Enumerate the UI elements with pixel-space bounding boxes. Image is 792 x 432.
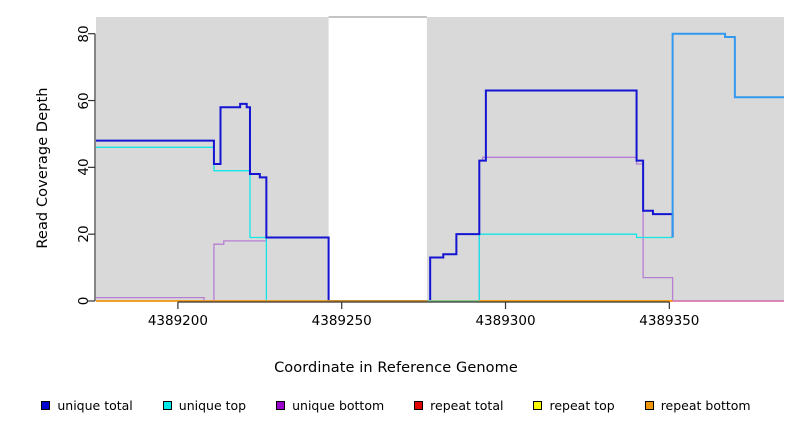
legend-swatch-icon <box>276 401 286 410</box>
legend-item-repeat-bottom: repeat bottom <box>644 398 751 413</box>
legend-swatch-icon <box>533 401 543 410</box>
y-tick-label: 20 <box>76 225 92 243</box>
legend-item-unique-total: unique total <box>41 398 133 413</box>
legend-item-unique-top: unique top <box>162 398 247 413</box>
legend-swatch-icon <box>41 401 51 410</box>
x-tick-label: 4389350 <box>639 313 700 329</box>
legend-swatch-icon <box>162 401 172 410</box>
series-layer <box>96 32 784 302</box>
plot-panel-background <box>96 16 784 301</box>
legend-label: unique top <box>178 398 247 413</box>
y-tick-label: 40 <box>76 158 92 176</box>
x-tick-label: 4389300 <box>475 313 536 329</box>
y-tick-label: 80 <box>76 25 92 43</box>
legend-item-repeat-total: repeat total <box>414 398 503 413</box>
chart-legend: unique total unique top unique bottom repea… <box>0 398 792 413</box>
x-tick-label: 4389250 <box>311 313 372 329</box>
panel-left-shade <box>96 17 329 301</box>
panel-right-shade <box>426 17 784 301</box>
legend-label: unique total <box>57 398 133 413</box>
y-tick-label: 0 <box>76 296 92 306</box>
legend-item-unique-bottom: unique bottom <box>276 398 384 413</box>
legend-label: repeat total <box>430 398 504 413</box>
legend-label: repeat top <box>549 398 615 413</box>
series-repeat-total-high-region <box>671 32 784 238</box>
legend-swatch-icon <box>644 401 654 410</box>
legend-label: repeat bottom <box>660 398 751 413</box>
axis-layer <box>88 33 670 309</box>
legend-swatch-icon <box>414 401 424 410</box>
x-tick-label: 4389200 <box>147 313 208 329</box>
legend-label: unique bottom <box>292 398 385 413</box>
x-axis-title: Coordinate in Reference Genome <box>274 360 518 376</box>
y-tick-label: 60 <box>76 91 92 110</box>
legend-item-repeat-top: repeat top <box>533 398 615 413</box>
